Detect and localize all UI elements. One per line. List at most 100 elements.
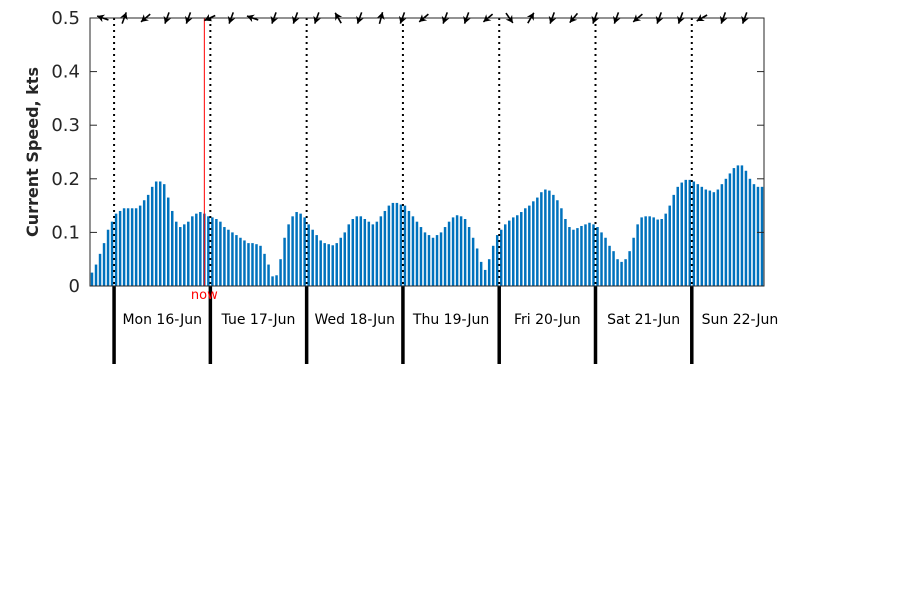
- speed-bar: [720, 184, 724, 286]
- speed-bar: [696, 184, 700, 286]
- direction-arrow: [741, 12, 749, 24]
- speed-bar: [467, 227, 471, 286]
- speed-bar: [227, 229, 230, 286]
- speed-bar: [427, 235, 431, 286]
- direction-arrow: [227, 12, 236, 24]
- speed-bar: [495, 235, 499, 286]
- arrow-head: [313, 15, 321, 24]
- speed-bar: [728, 173, 732, 286]
- arrow-head: [719, 15, 728, 24]
- speed-bar: [516, 215, 519, 286]
- speed-bar: [572, 229, 575, 286]
- speed-bar: [343, 232, 346, 286]
- speed-bar: [588, 222, 591, 286]
- arrow-head: [376, 12, 385, 21]
- direction-arrow: [270, 12, 279, 24]
- direction-arrow: [482, 13, 494, 23]
- speed-bar: [688, 179, 692, 286]
- speed-bar: [307, 224, 310, 286]
- speed-bar: [387, 205, 391, 286]
- speed-bar: [267, 264, 270, 286]
- speed-bar: [415, 221, 419, 286]
- speed-bar: [263, 253, 266, 286]
- speed-bar: [471, 237, 475, 286]
- speed-bar: [195, 213, 198, 286]
- speed-bar: [463, 219, 467, 286]
- day-label: Sat 21-Jun: [607, 312, 680, 328]
- speed-bar: [640, 217, 643, 286]
- speed-bar: [303, 217, 306, 286]
- speed-bar: [138, 205, 142, 286]
- speed-bar: [315, 235, 318, 286]
- speed-bar: [499, 229, 503, 286]
- speed-bar: [110, 221, 114, 286]
- arrow-head: [356, 15, 364, 24]
- speed-bar: [122, 208, 126, 286]
- direction-arrow: [463, 12, 471, 24]
- speed-bar: [544, 189, 547, 286]
- speed-bar: [102, 243, 106, 286]
- speed-bar: [447, 221, 451, 286]
- speed-bar: [419, 227, 423, 286]
- direction-arrow: [96, 14, 109, 23]
- speed-bar: [359, 216, 363, 286]
- speed-bar: [243, 240, 246, 286]
- speed-bar: [548, 190, 551, 286]
- speed-bar: [403, 205, 407, 286]
- speed-bar: [247, 243, 250, 286]
- now-label: now: [191, 288, 218, 303]
- speed-bar: [652, 217, 655, 286]
- speed-bar: [295, 212, 298, 286]
- speed-bar: [207, 216, 210, 286]
- speed-bar: [736, 165, 740, 286]
- speed-bar: [323, 243, 326, 286]
- y-tick-label: 0.4: [51, 62, 80, 83]
- speed-bar: [636, 224, 639, 286]
- direction-arrow: [655, 12, 664, 24]
- speed-bar: [319, 240, 322, 286]
- speed-bar: [712, 192, 716, 286]
- speed-bar: [520, 212, 523, 286]
- direction-arrow: [719, 12, 728, 24]
- speed-bar: [608, 245, 611, 286]
- speed-bar: [166, 197, 170, 286]
- direction-arrow: [163, 12, 172, 24]
- arrow-head: [483, 14, 492, 22]
- direction-arrow: [632, 13, 643, 23]
- arrow-head: [441, 15, 450, 24]
- arrow-head: [548, 15, 557, 24]
- speed-bar: [632, 237, 635, 286]
- speed-bar: [171, 210, 174, 286]
- direction-arrow: [246, 14, 259, 23]
- speed-bar: [716, 189, 720, 286]
- speed-bar: [431, 237, 435, 286]
- arrow-head: [120, 12, 128, 21]
- speed-bar: [291, 216, 294, 286]
- speed-bar: [512, 217, 515, 286]
- speed-bar: [443, 227, 447, 286]
- direction-arrow: [204, 13, 216, 22]
- speed-bar: [604, 237, 607, 286]
- plot-frame: [89, 17, 765, 287]
- noon-grid-lines: [113, 18, 693, 286]
- day-labels: Mon 16-Jun Tue 17-Jun Wed 18-Jun Thu 19-Jun…: [122, 312, 778, 328]
- speed-bar: [612, 251, 615, 286]
- speed-bar: [251, 243, 254, 286]
- speed-bar: [158, 181, 162, 286]
- speed-bar: [363, 219, 367, 286]
- day-label: Fri 20-Jun: [514, 312, 581, 328]
- speed-bar: [644, 216, 647, 286]
- speed-bar: [536, 197, 539, 286]
- direction-arrow: [140, 13, 151, 23]
- speed-bar: [628, 251, 631, 286]
- speed-bar: [283, 237, 286, 286]
- speed-bar: [664, 213, 667, 286]
- direction-arrow: [569, 12, 579, 24]
- arrow-head: [335, 12, 343, 21]
- speed-bar: [503, 224, 507, 286]
- speed-bar: [616, 259, 619, 286]
- y-tick-label: 0.5: [51, 8, 80, 29]
- speed-bar: [130, 208, 134, 286]
- direction-arrow: [398, 12, 407, 24]
